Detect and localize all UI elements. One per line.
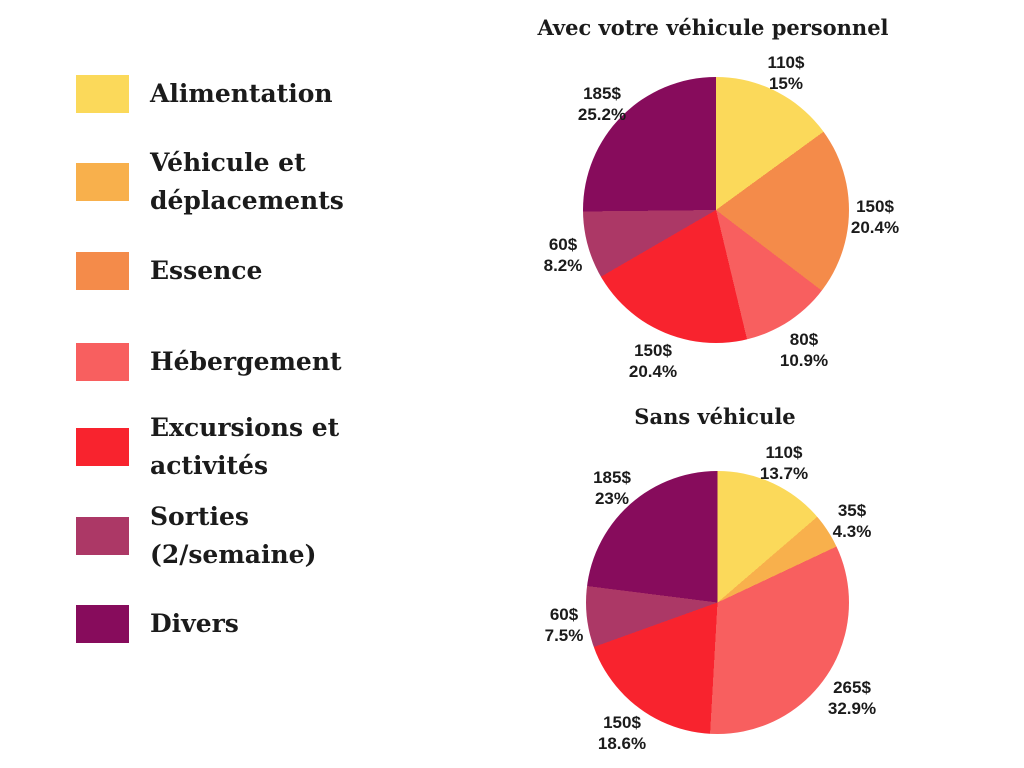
pie1-title: Avec votre véhicule personnel [537, 15, 889, 40]
legend-label-sorties: Sorties (2/semaine) [150, 498, 316, 574]
legend-label-line: déplacements [150, 186, 344, 215]
legend-label-essence: Essence [150, 252, 262, 290]
amount-value: 265$ [833, 678, 871, 697]
pie1-label-divers: 185$ 25.2% [578, 83, 626, 125]
percent-value: 15% [768, 74, 804, 93]
legend-label-line: Alimentation [150, 79, 333, 108]
legend-label-line: Sorties [150, 502, 249, 531]
pie2-label-alimentation: 110$ 13.7% [760, 442, 808, 484]
pie1-label-sorties: 60$ 8.2% [544, 234, 583, 276]
percent-value: 18.6% [597, 734, 647, 753]
legend-swatch-essence-icon [76, 252, 129, 290]
pie2-label-divers: 185$ 23% [593, 467, 631, 509]
pie2-label-excursions: 150$ 18.6% [598, 712, 646, 754]
percent-value: 20.4% [850, 218, 900, 237]
legend-swatch-hebergement-icon [76, 343, 129, 381]
legend-swatch-sorties-icon [76, 517, 129, 555]
pie1-label-essence: 150$ 20.4% [851, 196, 899, 238]
percent-value: 8.2% [543, 256, 583, 275]
amount-value: 60$ [549, 605, 579, 624]
amount-value: 185$ [593, 468, 631, 487]
amount-value: 185$ [583, 84, 621, 103]
pie2-label-sorties: 60$ 7.5% [545, 604, 584, 646]
percent-value: 13.7% [759, 464, 809, 483]
amount-value: 150$ [856, 197, 894, 216]
legend-label-line: Hébergement [150, 347, 342, 376]
legend-swatch-divers-icon [76, 605, 129, 643]
legend-label-line: (2/semaine) [150, 540, 317, 569]
legend-item-hebergement: Hébergement [76, 343, 342, 381]
pie1-label-alimentation: 110$ 15% [768, 52, 805, 94]
amount-value: 35$ [837, 501, 867, 520]
amount-value: 150$ [634, 341, 672, 360]
amount-value: 60$ [548, 235, 578, 254]
percent-value: 10.9% [779, 351, 829, 370]
amount-value: 150$ [603, 713, 641, 732]
pie1-label-excursions: 150$ 20.4% [629, 340, 677, 382]
pie2-label-hebergement: 265$ 32.9% [828, 677, 876, 719]
percent-value: 7.5% [544, 626, 584, 645]
percent-value: 25.2% [577, 105, 627, 124]
legend-swatch-vehicule-icon [76, 163, 129, 201]
percent-value: 20.4% [628, 362, 678, 381]
legend-label-vehicule-deplacements: Véhicule et déplacements [150, 144, 344, 220]
legend-label-line: Divers [150, 609, 239, 638]
legend-label-hebergement: Hébergement [150, 343, 342, 381]
legend-label-divers: Divers [150, 605, 239, 643]
amount-value: 110$ [767, 53, 805, 72]
legend-label-excursions-activites: Excursions et activités [150, 409, 339, 485]
pie2-title: Sans véhicule [634, 404, 796, 429]
pie1-label-hebergement: 80$ 10.9% [780, 329, 828, 371]
legend-item-alimentation: Alimentation [76, 75, 333, 113]
pie2-pie-graphic [586, 471, 849, 734]
legend-swatch-excursions-icon [76, 428, 129, 466]
legend-item-divers: Divers [76, 605, 239, 643]
legend-label-line: activités [150, 451, 269, 480]
amount-value: 80$ [789, 330, 819, 349]
legend-swatch-alimentation-icon [76, 75, 129, 113]
legend-item-essence: Essence [76, 252, 262, 290]
amount-value: 110$ [765, 443, 803, 462]
percent-value: 32.9% [827, 699, 877, 718]
percent-value: 23% [594, 489, 630, 508]
legend-item-vehicule-deplacements: Véhicule et déplacements [76, 148, 344, 215]
legend-label-line: Essence [150, 256, 263, 285]
legend-label-line: Véhicule et [150, 148, 306, 177]
pie2-label-vehicule: 35$ 4.3% [833, 500, 872, 542]
pie1-pie-graphic [583, 77, 849, 343]
percent-value: 4.3% [832, 522, 872, 541]
legend-item-excursions-activites: Excursions et activités [76, 413, 339, 480]
legend-label-alimentation: Alimentation [150, 75, 333, 113]
legend-label-line: Excursions et [150, 413, 340, 442]
legend-item-sorties: Sorties (2/semaine) [76, 502, 316, 569]
